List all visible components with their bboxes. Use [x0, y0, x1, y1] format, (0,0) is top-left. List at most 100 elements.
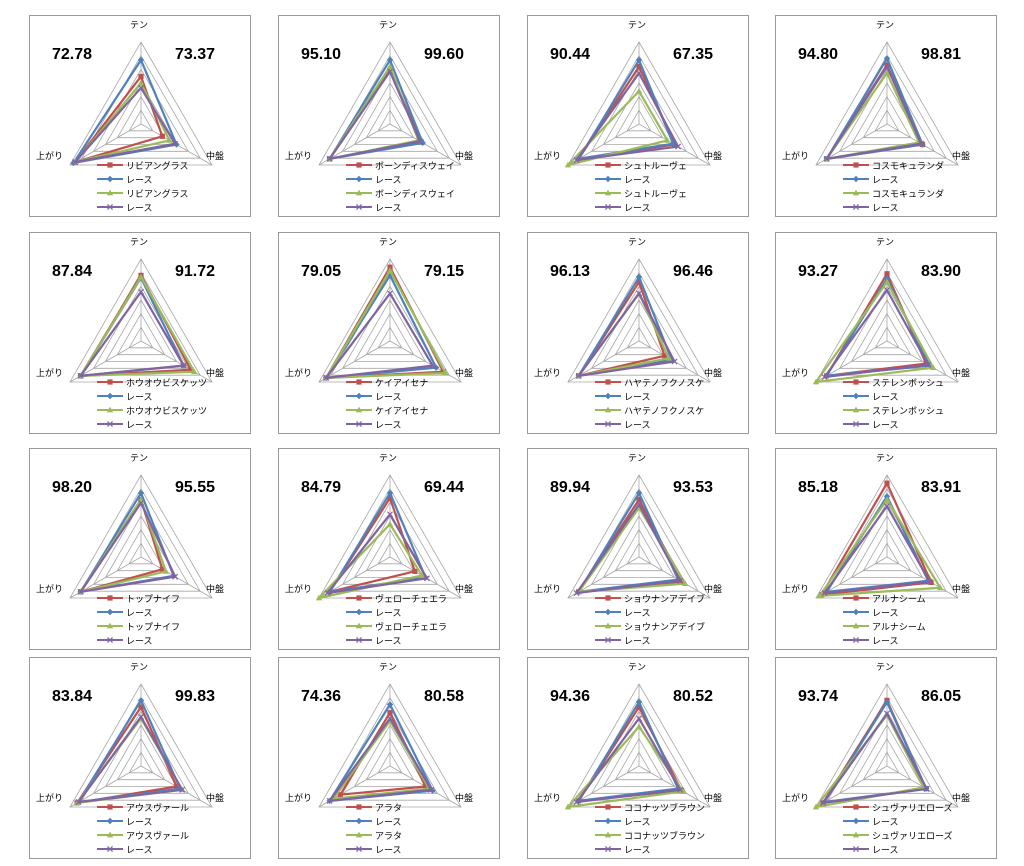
legend: アウスヴァール レース アウスヴァール レース: [96, 802, 189, 858]
axis-label-ten: テン: [628, 454, 647, 464]
right-score: 83.91: [921, 479, 962, 496]
series-point: [929, 364, 937, 371]
legend-label: ステレンボッシュ: [872, 407, 945, 417]
legend-marker: [604, 175, 612, 183]
legend-label: レース: [375, 609, 402, 619]
left-score: 84.79: [301, 479, 342, 496]
legend: シュヴァリエローズ レース シュヴァリエローズ レース: [842, 802, 953, 858]
legend-label: ヴェローチェエラ: [375, 623, 448, 633]
legend-marker: [852, 392, 860, 400]
legend-entry: レース: [96, 816, 189, 830]
legend-label: レース: [375, 176, 402, 186]
legend-entry: レース: [594, 816, 705, 830]
right-score: 99.60: [424, 46, 465, 63]
legend: シュトルーヴェ レース シュトルーヴェ レース: [594, 160, 687, 216]
legend-marker: [106, 420, 114, 428]
series-point: [442, 369, 449, 376]
radar-chart-panel: テン 上がり 中盤 95.10 99.60 ボーンディスウェイ レース ボーンディスウェイ レー…: [278, 15, 500, 217]
axis-label-ten: テン: [379, 238, 398, 248]
right-score: 79.15: [424, 263, 465, 280]
series-line: [823, 505, 931, 595]
radar-chart-panel: テン 上がり 中盤 85.18 83.91 アルナシーム レース アルナシーム レース: [775, 448, 997, 650]
legend-swatch: [346, 406, 372, 413]
radar-chart-panel: テン 上がり 中盤 96.13 96.46 ハヤテノフクノスケ レース ハヤテノフクノスケ レー…: [527, 232, 749, 434]
legend-swatch: [97, 379, 123, 385]
legend-entry: レース: [96, 202, 188, 216]
axis-label-agari: 上がり: [36, 585, 64, 595]
radar-chart-panel: テン 上がり 中盤 93.27 83.90 ステレンボッシュ レース ステレンボッシュ レース: [775, 232, 997, 434]
series-point: [812, 378, 820, 385]
legend-swatch: [346, 636, 372, 644]
radar-chart-panel: テン 上がり 中盤 93.74 86.05 シュヴァリエローズ レース シュヴァリエローズ レー…: [775, 657, 997, 859]
axis-label-agari: 上がり: [534, 369, 562, 379]
right-score: 80.52: [673, 688, 714, 705]
right-score: 67.35: [673, 46, 714, 63]
series-point: [386, 267, 394, 273]
legend-entry: ハヤテノフクノスケ: [594, 377, 704, 391]
legend-label: ケイアイセナ: [375, 407, 429, 417]
grid-ring: [116, 95, 166, 139]
legend-label: リビアングラス: [126, 190, 189, 200]
legend-marker: [355, 406, 363, 413]
legend-label: レース: [375, 637, 402, 647]
axis-label-ten: テン: [379, 454, 398, 464]
legend-entry: レース: [345, 844, 402, 858]
legend-label: レース: [872, 421, 899, 431]
legend-marker: [604, 406, 612, 413]
axis-label-agari: 上がり: [782, 585, 810, 595]
series-point: [386, 68, 394, 75]
grid-ring: [862, 528, 912, 572]
series-point: [159, 133, 165, 139]
series-point: [883, 69, 891, 76]
series-point: [172, 140, 179, 147]
legend-marker: [106, 392, 114, 400]
legend-label: レース: [375, 393, 402, 403]
legend-label: レース: [126, 637, 153, 647]
right-score: 83.90: [921, 263, 962, 280]
axis-spoke: [318, 340, 391, 383]
radar-chart-panel: テン 上がり 中盤 87.84 91.72 ホウオウビスケッツ レース ホウオウビスケッツ レー…: [29, 232, 251, 434]
legend-marker: [604, 817, 612, 825]
legend: ハヤテノフクノスケ レース ハヤテノフクノスケ レース: [594, 377, 704, 433]
series-point: [635, 698, 643, 706]
legend-entry: トップナイフ: [96, 621, 180, 635]
legend-label: ハヤテノフクノスケ: [624, 407, 705, 417]
radar-chart-panel: テン 上がり 中盤 72.78 73.37 リビアングラス レース リビアングラス レース: [29, 15, 251, 217]
legend-swatch: [843, 636, 869, 644]
legend-swatch: [843, 175, 869, 183]
series-point: [661, 353, 668, 359]
series-line: [79, 498, 167, 593]
series-point: [159, 566, 165, 572]
series-point: [664, 137, 671, 143]
grid-ring: [377, 326, 403, 349]
series-point: [326, 155, 333, 162]
legend-marker: [355, 420, 363, 428]
axis-label-agari: 上がり: [782, 794, 810, 804]
radar-chart-panel: テン 上がり 中盤 90.44 67.35 シュトルーヴェ レース シュトルーヴェ レース: [527, 15, 749, 217]
grid-ring: [614, 312, 664, 356]
legend-marker: [605, 379, 611, 385]
series-point: [636, 704, 642, 710]
legend-marker: [106, 203, 114, 211]
series-point: [188, 367, 194, 373]
legend-label: アウスヴァール: [126, 804, 190, 814]
legend-label: ケイアイセナ: [375, 379, 429, 389]
legend-label: レース: [126, 609, 153, 619]
series-point: [324, 590, 331, 597]
legend-label: レース: [126, 393, 153, 403]
series-point: [573, 590, 580, 597]
right-score: 80.58: [424, 688, 465, 705]
legend-marker: [605, 804, 611, 810]
legend-entry: レース: [345, 816, 402, 830]
legend-swatch: [595, 203, 621, 211]
legend-swatch: [843, 203, 869, 211]
series-point: [636, 279, 642, 285]
legend-swatch: [595, 392, 621, 400]
axis-label-agari: 上がり: [285, 369, 313, 379]
legend-marker: [355, 189, 363, 196]
series-point: [172, 573, 179, 580]
series-point: [635, 489, 643, 497]
series-point: [138, 704, 144, 710]
series-point: [422, 783, 429, 790]
legend-swatch: [97, 622, 123, 629]
